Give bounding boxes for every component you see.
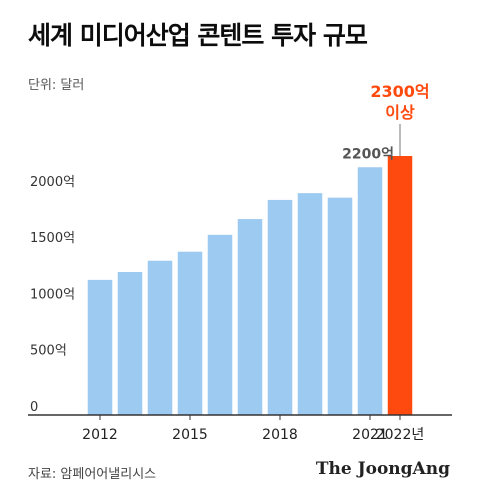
bar-2021 [357, 167, 383, 415]
x-tick-label: 2018 [262, 427, 298, 443]
y-tick-label: 2000억 [30, 175, 75, 190]
x-tick-label: 2022년 [376, 427, 425, 443]
chart-title: 세계 미디어산업 콘텐트 투자 규모 [28, 21, 368, 50]
bar-2019 [297, 193, 323, 415]
x-tick-label: 2021 [352, 427, 388, 443]
y-tick-label: 1000억 [30, 287, 75, 302]
bar-2015 [177, 251, 203, 415]
bar-2013 [117, 271, 143, 415]
y-ticks: 0 500억 1000억 1500억 2000억 [30, 175, 75, 415]
callout-2022-qualifier: 이상 [385, 103, 415, 122]
callout-2021-value: 2200억 [342, 146, 394, 162]
y-tick-label: 0 [30, 400, 38, 415]
source-note: 자료: 암페어어낼리시스 [28, 467, 157, 482]
bar-2014 [147, 260, 173, 415]
bar-2020 [327, 197, 353, 415]
bar-2017 [237, 219, 263, 415]
x-tick-label: 2015 [172, 427, 208, 443]
bar-2016 [207, 234, 233, 415]
unit-label: 단위: 달러 [28, 78, 85, 93]
bar-2022년 [387, 156, 413, 415]
y-tick-label: 1500억 [30, 231, 75, 246]
bar-2018 [267, 199, 293, 415]
callout-2022-value: 2300억 [370, 82, 429, 101]
y-tick-label: 500억 [30, 344, 67, 359]
brand-logo: The JoongAng [315, 459, 450, 479]
x-tick-label: 2012 [82, 427, 118, 443]
bar-2012 [87, 279, 113, 415]
bars [87, 156, 413, 415]
